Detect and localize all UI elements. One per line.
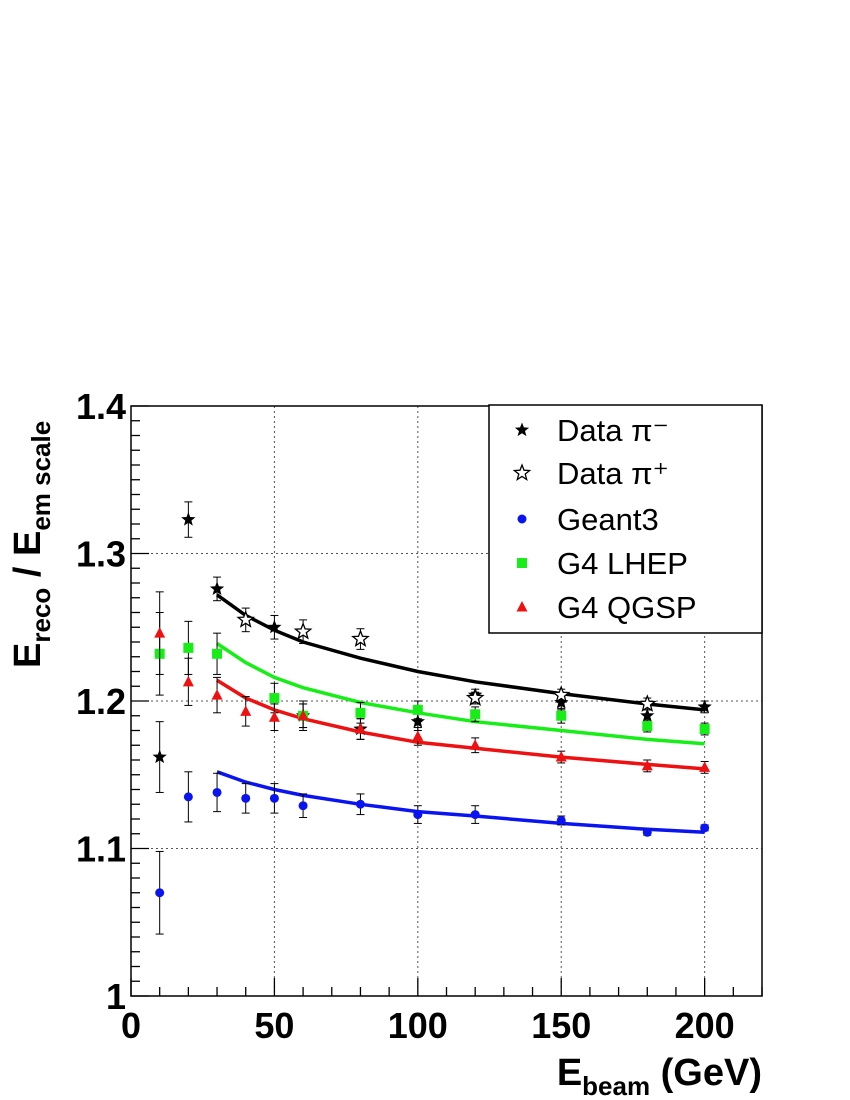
x-tick-label: 50 (254, 1005, 294, 1046)
marker-square (699, 724, 710, 735)
legend-entry-data-pi-minus: Data π⁻ (514, 413, 669, 448)
marker-triangle (354, 723, 366, 734)
marker-circle (355, 799, 365, 809)
marker-triangle (297, 709, 309, 721)
y-axis-title: Ereco / Eem scale (7, 421, 56, 668)
marker-star-filled (209, 581, 225, 595)
legend-marker-circle (517, 514, 527, 524)
legend: Data π⁻ Data π⁺ Geant3 G4 LHEP G4 QGSP (488, 404, 763, 634)
legend-entry-g4-qgsp: G4 QGSP (516, 590, 697, 625)
x-tick-label: 100 (388, 1005, 448, 1046)
fit-curve (215, 593, 705, 712)
marker-square (642, 721, 653, 732)
axis-ticks (130, 405, 763, 997)
marker-circle (212, 787, 222, 797)
x-tick-label: 150 (531, 1005, 591, 1046)
y-tick-label: 1.1 (76, 829, 126, 870)
marker-square (556, 710, 567, 721)
marker-circle (241, 793, 251, 803)
marker-triangle (469, 739, 481, 750)
legend-entry-g4-lhep: G4 LHEP (517, 546, 688, 581)
marker-circle (470, 810, 480, 820)
marker-square (183, 642, 194, 653)
marker-triangle (182, 675, 194, 687)
marker-square (212, 648, 223, 659)
marker-star-open (293, 621, 313, 640)
legend-box (488, 404, 763, 634)
marker-circle (517, 514, 527, 524)
marker-star-open (551, 685, 571, 704)
x-tick-label: 200 (675, 1005, 735, 1046)
legend-marker-square (517, 558, 527, 568)
marker-square (517, 558, 527, 568)
fit-curve (216, 678, 705, 771)
legend-label-data-pi-minus: Data π⁻ (557, 413, 669, 448)
marker-triangle (154, 627, 166, 638)
marker-triangle (641, 759, 653, 771)
marker-square (269, 693, 280, 704)
marker-square (355, 707, 366, 718)
marker-star-open (465, 688, 485, 706)
marker-circle (642, 827, 652, 837)
marker-star-open (351, 629, 370, 647)
marker-star-filled (181, 512, 196, 526)
legend-label-geant3: Geant3 (557, 502, 659, 537)
legend-marker-star-filled (514, 422, 530, 437)
series-g4-qgsp (154, 591, 711, 774)
legend-label-data-pi-plus: Data π⁺ (557, 456, 669, 491)
marker-triangle (555, 751, 567, 762)
marker-star-open (637, 694, 657, 712)
fit-curve (216, 642, 705, 746)
tick-labels: 0 50 100 150 200 1 1.1 1.2 1.3 1.4 (76, 386, 735, 1046)
marker-circle (556, 815, 566, 825)
marker-circle (700, 823, 710, 833)
fit-curves (215, 593, 705, 835)
marker-triangle (268, 711, 280, 722)
marker-star-filled (554, 695, 569, 709)
marker-circle (269, 793, 279, 803)
marker-circle (298, 801, 308, 811)
legend-entry-geant3: Geant3 (517, 502, 659, 537)
marker-star-filled (267, 619, 282, 634)
marker-star-filled (410, 714, 425, 728)
marker-triangle (699, 761, 711, 772)
marker-triangle (516, 601, 528, 612)
legend-entry-data-pi-plus: Data π⁺ (512, 456, 669, 491)
fit-curve (216, 770, 705, 835)
marker-star-open (236, 610, 256, 628)
legend-label-g4-qgsp: G4 QGSP (557, 590, 697, 625)
marker-star-filled (640, 708, 655, 722)
marker-circle (413, 810, 423, 820)
data-points (152, 501, 712, 935)
marker-star-filled (514, 422, 530, 437)
legend-marker-triangle (516, 601, 528, 612)
marker-square (412, 704, 423, 715)
legend-marker-star-open (512, 463, 532, 481)
marker-triangle (240, 705, 252, 716)
y-tick-label: 1.2 (76, 681, 126, 722)
x-axis-title: Ebeam (GeV) (557, 1052, 762, 1100)
legend-label-g4-lhep: G4 LHEP (557, 546, 688, 581)
marker-star-open (512, 463, 532, 481)
y-tick-label: 1.4 (76, 386, 126, 427)
marker-square (470, 709, 481, 720)
marker-triangle (412, 730, 424, 741)
marker-star-filled (697, 699, 712, 713)
marker-circle (183, 792, 193, 802)
series-data- (236, 607, 657, 712)
marker-circle (155, 888, 165, 898)
x-tick-label: 0 (121, 1005, 141, 1046)
marker-triangle (211, 689, 223, 700)
series-geant3 (155, 771, 710, 935)
y-tick-label: 1 (106, 976, 126, 1017)
marker-star-filled (152, 749, 167, 764)
y-tick-label: 1.3 (76, 534, 126, 575)
